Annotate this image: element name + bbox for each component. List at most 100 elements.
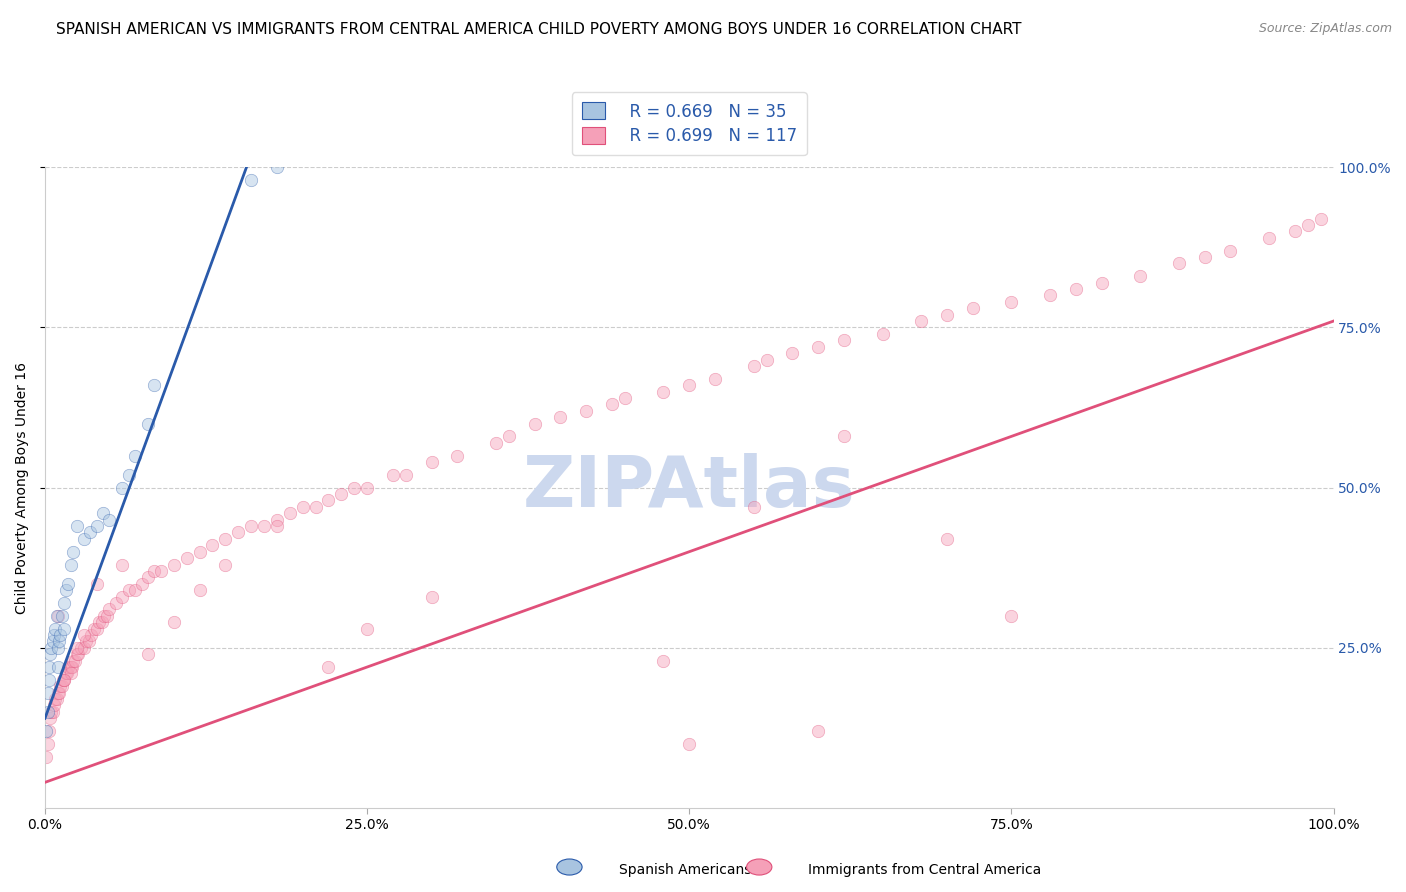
Point <box>278 506 301 520</box>
Text: Immigrants from Central America: Immigrants from Central America <box>808 863 1042 877</box>
Point <box>1219 244 1241 258</box>
Point <box>1258 231 1281 245</box>
Point <box>48 634 70 648</box>
Point <box>59 660 82 674</box>
Point <box>52 673 75 687</box>
Point <box>60 660 83 674</box>
Point <box>48 686 70 700</box>
Point <box>1194 250 1216 264</box>
Point <box>124 449 146 463</box>
Point <box>41 640 63 655</box>
Point <box>291 500 314 514</box>
Point <box>72 532 94 546</box>
Point <box>575 404 598 418</box>
Point <box>962 301 984 316</box>
Point <box>1296 218 1319 232</box>
Point <box>498 429 520 443</box>
Point <box>214 532 236 546</box>
Point <box>41 634 63 648</box>
Text: Spanish Americans: Spanish Americans <box>619 863 751 877</box>
Point <box>613 391 636 405</box>
Point <box>832 333 855 347</box>
Point <box>201 538 224 552</box>
Point <box>49 628 72 642</box>
Point <box>111 481 134 495</box>
Point <box>652 384 675 399</box>
Point <box>49 679 72 693</box>
Point <box>90 615 112 630</box>
Y-axis label: Child Poverty Among Boys Under 16: Child Poverty Among Boys Under 16 <box>15 361 30 614</box>
Point <box>53 622 76 636</box>
Point <box>704 372 727 386</box>
Point <box>1000 608 1022 623</box>
Point <box>742 500 765 514</box>
Point <box>131 576 153 591</box>
Point <box>652 654 675 668</box>
Point <box>395 467 418 482</box>
Point <box>72 640 94 655</box>
Point <box>330 487 353 501</box>
Point <box>83 622 105 636</box>
Circle shape <box>557 859 582 875</box>
Point <box>46 608 69 623</box>
Point <box>118 467 141 482</box>
Point <box>56 576 79 591</box>
Point <box>80 628 103 642</box>
Point <box>53 673 76 687</box>
Point <box>86 576 108 591</box>
Point <box>63 654 86 668</box>
Point <box>678 378 700 392</box>
Point <box>188 545 211 559</box>
Point <box>1090 276 1112 290</box>
Point <box>266 161 288 175</box>
Point <box>163 558 186 572</box>
Point <box>136 570 159 584</box>
Point <box>59 666 82 681</box>
Point <box>550 410 572 425</box>
Point <box>1039 288 1062 302</box>
Point <box>44 622 66 636</box>
Point <box>1309 211 1331 226</box>
Point <box>420 590 443 604</box>
Circle shape <box>747 859 772 875</box>
Point <box>1167 256 1189 270</box>
Point <box>75 634 97 648</box>
Point <box>143 378 166 392</box>
Point <box>782 346 804 360</box>
Point <box>62 654 84 668</box>
Point <box>124 583 146 598</box>
Point <box>59 558 82 572</box>
Point <box>45 608 67 623</box>
Point <box>420 455 443 469</box>
Point <box>1284 224 1306 238</box>
Point <box>79 525 101 540</box>
Point <box>143 564 166 578</box>
Point <box>304 500 326 514</box>
Point <box>118 583 141 598</box>
Point <box>86 519 108 533</box>
Point <box>910 314 932 328</box>
Point <box>86 622 108 636</box>
Point <box>37 705 59 719</box>
Point <box>67 647 90 661</box>
Point <box>936 532 959 546</box>
Point <box>742 359 765 373</box>
Point <box>381 467 404 482</box>
Text: ZIPAtlas: ZIPAtlas <box>523 453 856 522</box>
Point <box>35 724 58 739</box>
Point <box>38 673 60 687</box>
Point <box>523 417 546 431</box>
Point <box>240 173 263 187</box>
Point <box>136 647 159 661</box>
Point <box>46 660 69 674</box>
Point <box>55 666 77 681</box>
Point <box>66 519 89 533</box>
Point <box>46 640 69 655</box>
Point <box>240 519 263 533</box>
Point <box>72 628 94 642</box>
Legend:   R = 0.669   N = 35,   R = 0.699   N = 117: R = 0.669 N = 35, R = 0.699 N = 117 <box>572 93 807 155</box>
Point <box>111 590 134 604</box>
Point <box>38 724 60 739</box>
Text: SPANISH AMERICAN VS IMMIGRANTS FROM CENTRAL AMERICA CHILD POVERTY AMONG BOYS UND: SPANISH AMERICAN VS IMMIGRANTS FROM CENT… <box>56 22 1022 37</box>
Point <box>53 596 76 610</box>
